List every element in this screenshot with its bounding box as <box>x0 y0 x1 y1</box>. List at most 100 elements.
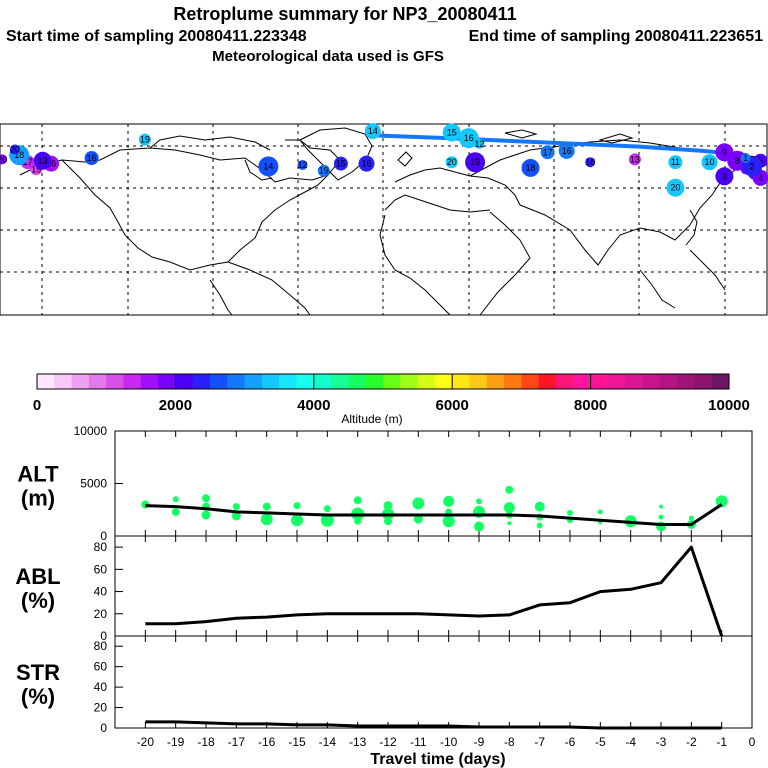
plume-marker-day: 1 <box>743 153 748 163</box>
plume-marker-day: 20 <box>0 154 7 164</box>
plume-marker <box>715 167 734 186</box>
colorbar-cell <box>573 374 592 389</box>
plume-marker-day: 19 <box>140 135 150 145</box>
alt-panel: 0 5000 10000 ALT(m) <box>17 424 753 543</box>
colorbar-cell <box>556 374 574 389</box>
alt-scatter-point <box>260 513 273 526</box>
plume-marker-day: 13 <box>38 156 48 166</box>
plume-marker <box>358 155 375 172</box>
plume-marker-day: 20 <box>447 157 457 167</box>
colorbar-tick-label: 8000 <box>574 397 607 414</box>
alt-axis-title: ALT <box>17 462 59 487</box>
colorbar-cell <box>417 374 436 389</box>
colorbar-label: Altitude (m) <box>341 412 402 426</box>
alt-scatter-point <box>658 514 664 520</box>
x-tick-label: -1 <box>716 735 727 749</box>
y-tick-label: 20 <box>94 607 108 621</box>
colorbar-cell <box>711 374 730 389</box>
alt-scatter-point <box>507 521 512 526</box>
x-tick-label: -7 <box>534 735 545 749</box>
alt-scatter-point <box>412 497 425 510</box>
alt-scatter-point <box>354 517 362 525</box>
y-tick-label: 0 <box>100 721 107 735</box>
alt-scatter-point <box>262 502 271 511</box>
plume-marker-day: 12 <box>474 139 484 149</box>
alt-scatter-point <box>536 522 543 529</box>
colorbar-cell <box>123 374 142 389</box>
x-tick-label: -8 <box>504 735 515 749</box>
colorbar-cell <box>71 374 90 389</box>
colorbar-cell <box>677 374 695 389</box>
plume-marker-day: 10 <box>704 157 714 167</box>
plume-marker-day: 19 <box>31 164 41 174</box>
colorbar-tick-label: 6000 <box>436 397 469 414</box>
alt-scatter-point <box>474 521 484 532</box>
alt-scatter-point <box>505 485 514 494</box>
plume-marker-day: 18 <box>525 163 535 173</box>
figure-title: Retroplume summary for NP3_20080411 <box>173 4 516 24</box>
plume-marker <box>317 164 330 177</box>
altitude-colorbar: 0 2000 4000 6000 8000 10000 Altitude (m) <box>33 373 750 426</box>
plume-marker-day: 16 <box>87 153 97 163</box>
alt-scatter-point <box>659 504 663 509</box>
y-tick-label: 80 <box>94 540 108 554</box>
y-tick-label: 40 <box>94 680 108 694</box>
plume-marker-day: 12 <box>297 160 307 170</box>
x-tick-label: -11 <box>410 735 427 749</box>
plume-marker-day: 17 <box>543 147 553 157</box>
abl-series-line <box>145 545 724 637</box>
start-time-label: Start time of sampling 20080411.223348 <box>6 28 307 45</box>
x-tick-label: -15 <box>288 735 306 749</box>
y-tick-label: 60 <box>94 562 108 576</box>
x-tick-label: -6 <box>565 735 576 749</box>
plume-marker-day: 20 <box>10 145 20 155</box>
alt-scatter-point <box>443 495 455 507</box>
plume-marker-day: 20 <box>670 183 680 193</box>
alt-scatter-point <box>353 496 362 505</box>
x-tick-label: -16 <box>258 735 276 749</box>
alt-scatter-point <box>688 515 694 521</box>
plume-marker-day: 18 <box>585 157 595 167</box>
colorbar-cell <box>590 374 609 389</box>
x-tick-label: -14 <box>319 735 337 749</box>
plume-marker <box>666 178 685 197</box>
alt-frame <box>114 430 753 537</box>
alt-scatter-point <box>202 494 210 503</box>
colorbar-cell <box>625 374 643 389</box>
plume-marker-day: 16 <box>464 133 474 143</box>
plume-marker-day: 11 <box>671 157 680 167</box>
x-tick-label: -19 <box>167 735 185 749</box>
str-axis-unit: (%) <box>21 684 55 709</box>
plume-marker-day: 3 <box>722 171 727 181</box>
alt-scatter-point <box>201 510 211 520</box>
x-tick-label: -5 <box>595 735 606 749</box>
plume-marker <box>701 154 718 171</box>
x-tick-label: -9 <box>474 735 485 749</box>
colorbar-cell <box>192 374 211 389</box>
colorbar-cell <box>227 374 246 389</box>
colorbar-cell <box>140 374 159 389</box>
alt-scatter-point <box>413 514 423 524</box>
plume-marker <box>540 145 555 160</box>
plume-marker <box>628 153 641 166</box>
colorbar-cell <box>642 374 661 389</box>
colorbar-tick-label: 2000 <box>159 397 192 414</box>
y-tick-label: 40 <box>94 585 108 599</box>
world-map: 2019171613182019161415161220171618191813… <box>0 123 768 316</box>
plume-marker <box>474 138 485 149</box>
plume-marker <box>458 128 479 149</box>
plume-marker <box>445 156 458 169</box>
colorbar-cell <box>538 374 557 389</box>
colorbar-cell <box>331 374 349 389</box>
plume-marker <box>465 152 486 173</box>
str-series-line <box>145 720 722 730</box>
alt-scatter-point <box>231 511 241 521</box>
colorbar-cell <box>400 374 419 389</box>
plume-marker-day: 13 <box>630 154 640 164</box>
colorbar-cell <box>244 374 263 389</box>
str-frame <box>114 635 753 729</box>
y-tick-label: 80 <box>94 639 108 653</box>
x-tick-label: -12 <box>379 735 397 749</box>
colorbar-cell <box>261 374 280 389</box>
